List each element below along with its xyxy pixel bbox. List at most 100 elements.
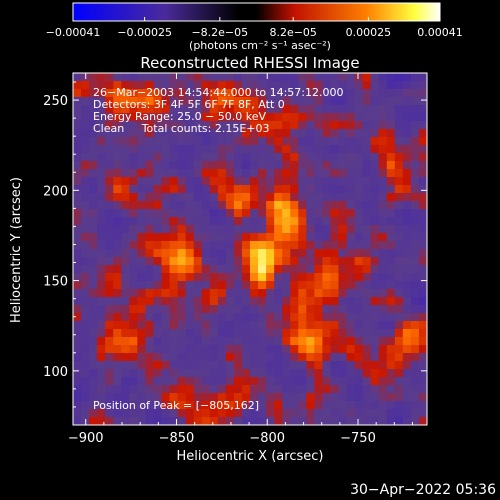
heatmap-cell [105,81,114,90]
heatmap-cell [306,305,315,314]
heatmap-cell [161,105,170,114]
heatmap-cell [201,241,211,250]
heatmap-cell [346,161,355,170]
heatmap-cell [97,393,106,402]
heatmap-cell [153,249,162,258]
heatmap-cell [97,129,106,138]
heatmap-cell [402,305,412,314]
heatmap-cell [266,385,275,394]
heatmap-cell [282,129,291,138]
heatmap-cell [258,401,267,410]
heatmap-cell [225,289,235,298]
heatmap-cell [402,161,412,170]
heatmap-cell [362,89,372,98]
heatmap-cell [418,113,427,122]
heatmap-cell [177,225,187,234]
heatmap-cell [209,313,219,322]
heatmap-cell [314,193,323,202]
heatmap-cell [73,185,82,194]
heatmap-cell [370,409,380,418]
heatmap-cell [378,161,388,170]
heatmap-cell [410,81,420,90]
heatmap-cell [73,353,82,362]
heatmap-cell [233,177,243,186]
heatmap-cell [362,377,372,386]
heatmap-cell [145,129,154,138]
heatmap-cell [410,177,420,186]
heatmap-cell [153,409,162,418]
heatmap-cell [250,153,259,162]
heatmap-cell [338,305,347,314]
heatmap-cell [282,401,291,410]
heatmap-cell [330,385,339,394]
heatmap-cell [73,241,82,250]
heatmap-cell [322,329,331,338]
heatmap-cell [209,377,219,386]
heatmap-cell [338,113,347,122]
heatmap-cell [306,121,315,130]
heatmap-cell [193,177,203,186]
heatmap-cell [402,113,412,122]
heatmap-cell [177,121,187,130]
heatmap-cell [129,265,138,274]
heatmap-cell [177,113,187,122]
heatmap-cell [362,145,372,154]
heatmap-cell [370,233,380,242]
heatmap-cell [225,209,235,218]
heatmap-cell [161,217,170,226]
heatmap-cell [129,273,138,282]
heatmap-cell [233,241,243,250]
heatmap-cell [121,153,130,162]
heatmap-cell [89,305,98,314]
heatmap-cell [233,297,243,306]
heatmap-cell [193,137,203,146]
heatmap-cell [266,185,275,194]
heatmap-cell [386,281,396,290]
heatmap-cell [290,225,299,234]
heatmap-cell [410,353,420,362]
heatmap-cell [402,209,412,218]
heatmap-cell [161,145,170,154]
heatmap-cell [290,289,299,298]
heatmap-cell [81,225,90,234]
heatmap-cell [386,89,396,98]
heatmap-cell [129,225,138,234]
heatmap-cell [282,217,291,226]
heatmap-cell [241,209,251,218]
heatmap-cell [394,289,404,298]
heatmap-cell [129,209,138,218]
heatmap-cell [322,177,331,186]
heatmap-cell [89,257,98,266]
heatmap-cell [137,105,146,114]
heatmap-cell [209,385,219,394]
heatmap-cell [258,145,267,154]
heatmap-cell [298,73,307,82]
heatmap-cell [266,305,275,314]
heatmap-cell [89,177,98,186]
heatmap-cell [177,161,187,170]
heatmap-cell [81,337,90,346]
heatmap-cell [330,401,339,410]
heatmap-cell [338,137,347,146]
heatmap-cell [225,257,235,266]
heatmap-cell [81,201,90,210]
heatmap-cell [314,105,323,114]
heatmap-cell [378,305,388,314]
heatmap-cell [306,73,315,82]
heatmap-cell [250,345,259,354]
heatmap-cell [306,161,315,170]
heatmap-cell [209,105,219,114]
heatmap-cell [330,369,339,378]
heatmap-cell [338,417,347,425]
heatmap-cell [306,177,315,186]
heatmap-cell [73,273,82,282]
heatmap-cell [338,97,347,106]
heatmap-cell [362,393,372,402]
heatmap-cell [298,177,307,186]
heatmap-cell [105,369,114,378]
heatmap-cell [266,337,275,346]
heatmap-cell [330,169,339,178]
heatmap-cell [169,321,178,330]
heatmap-cell [250,273,259,282]
heatmap-cell [225,401,235,410]
